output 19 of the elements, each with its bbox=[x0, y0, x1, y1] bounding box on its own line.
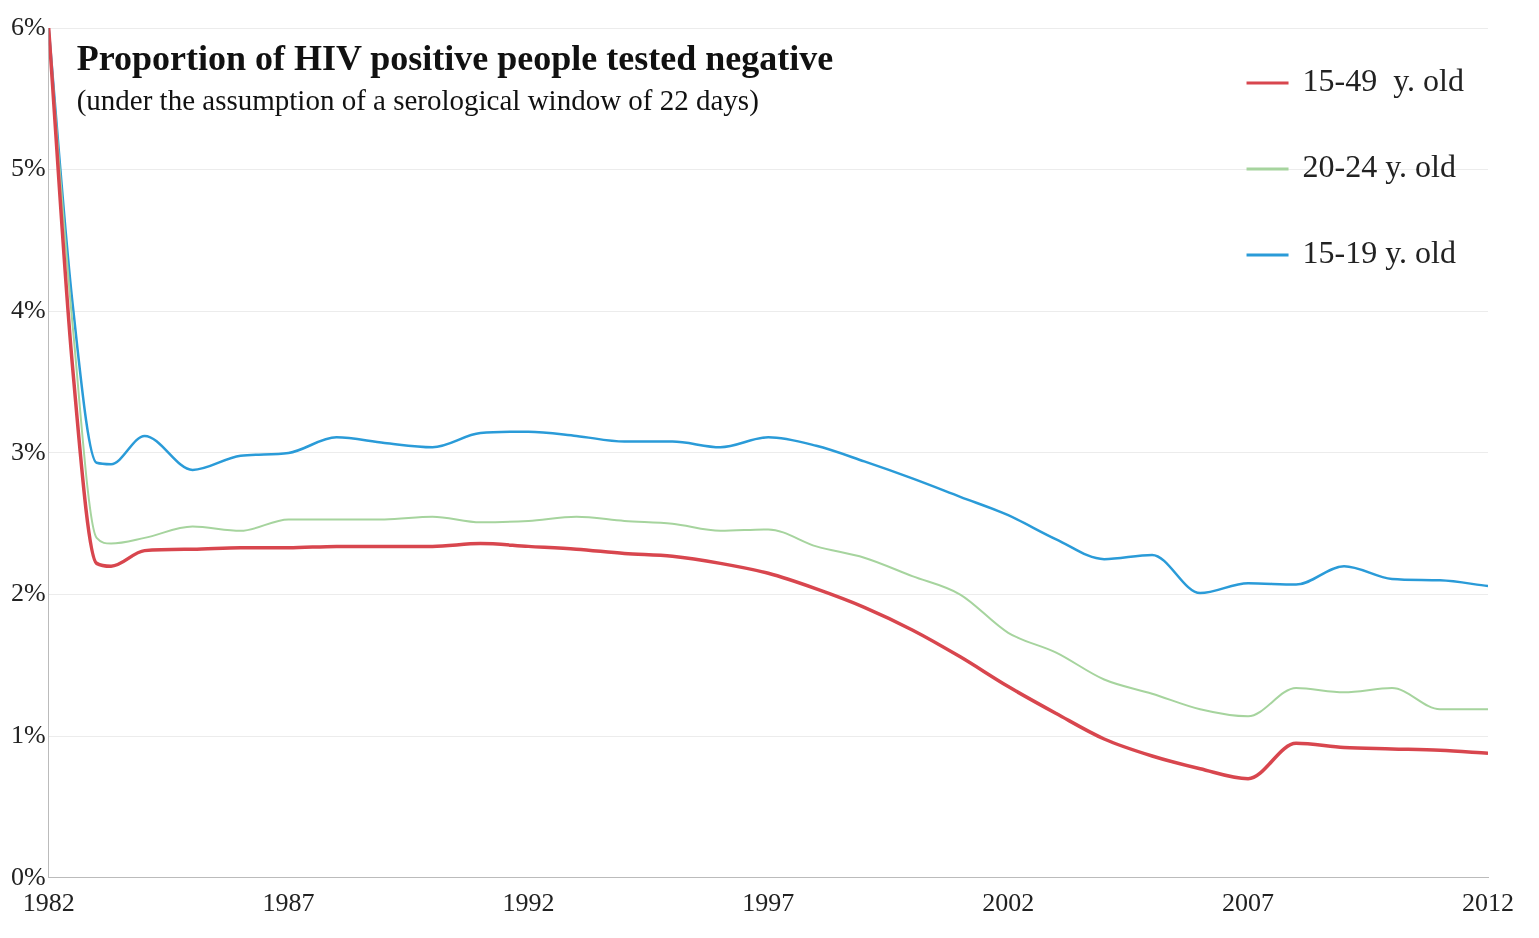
y-tick-label: 1% bbox=[10, 719, 46, 749]
y-tick-label: 0% bbox=[10, 861, 46, 891]
legend-label: 15-19 y. old bbox=[1302, 234, 1456, 271]
y-tick-label: 3% bbox=[10, 436, 46, 466]
chart-title: Proportion of HIV positive people tested negative bbox=[76, 38, 834, 78]
x-tick-label: 1992 bbox=[502, 888, 555, 918]
x-tick-label: 1997 bbox=[742, 888, 795, 918]
x-tick-label: 1982 bbox=[22, 888, 75, 918]
legend-label: 15-49 y. old bbox=[1302, 62, 1464, 99]
y-tick-label: 6% bbox=[10, 11, 46, 41]
x-tick-label: 2012 bbox=[1462, 888, 1514, 918]
x-tick-label: 2007 bbox=[1222, 888, 1275, 918]
x-tick-label: 2002 bbox=[982, 888, 1035, 918]
text: (under the assumption of a serological window of 22 days) bbox=[76, 84, 759, 117]
y-tick-label: 4% bbox=[10, 295, 46, 325]
x-tick-label: 1987 bbox=[262, 888, 315, 918]
y-tick-label: 2% bbox=[10, 578, 46, 608]
legend-label: 20-24 y. old bbox=[1302, 148, 1456, 185]
y-tick-label: 5% bbox=[10, 153, 46, 183]
